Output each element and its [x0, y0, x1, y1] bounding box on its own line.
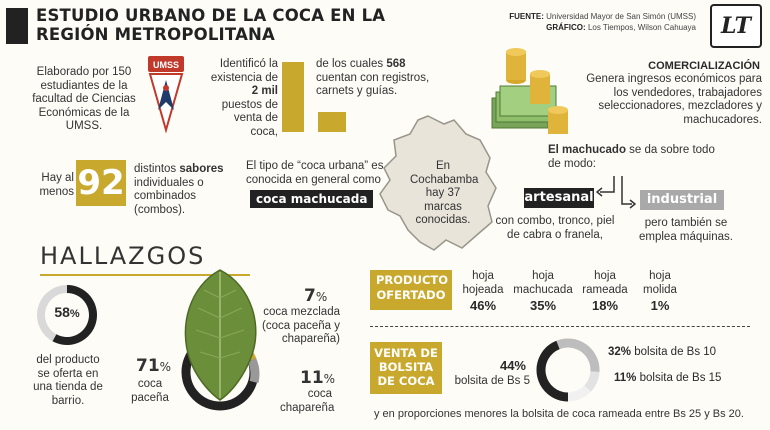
stalls-bar-chart — [282, 58, 352, 132]
coca-machucada-badge: coca machucada — [250, 190, 374, 208]
mezclada-pct-sign: % — [315, 290, 328, 304]
stalls-total-text: Identificó la existencia de 2 mil puesto… — [210, 58, 278, 139]
graphic-label: GRÁFICO: — [546, 23, 586, 32]
flavors-text: distintos sabores individuales o combina… — [134, 163, 234, 217]
pacena-pct: 71% — [136, 356, 171, 376]
artisanal-text: con combo, tronco, piel de cabra o frane… — [495, 215, 615, 241]
machucado-text: se da sobre todo de modo: — [548, 144, 715, 170]
bs10-row: 32% bolsita de Bs 10 — [608, 346, 758, 358]
source-value: Universidad Mayor de San Simón (UMSS) — [546, 12, 696, 21]
bs5-pct: 44% — [499, 358, 526, 373]
los-tiempos-logo: LT — [710, 4, 762, 48]
bs15-row: 11% bolsita de Bs 15 — [614, 372, 764, 384]
findings-divider — [40, 274, 250, 276]
commerce-text: Genera ingresos económicos para los vend… — [586, 73, 762, 126]
offered-item-label: hoja rameada — [582, 270, 628, 296]
mezclada-label: coca mezclada (coca paceña y chapareña) — [262, 306, 340, 345]
study-text: Elaborado por 150 estudiantes de la facu… — [32, 66, 136, 132]
store-donut-share — [52, 285, 97, 345]
industrial-badge: industrial — [640, 190, 724, 210]
stalls-registered-text: de los cuales 568 cuentan con registros,… — [316, 58, 436, 99]
umss-logo: UMSS — [144, 52, 188, 134]
stalls-total-bar — [282, 62, 304, 132]
store-pct-sign: % — [69, 308, 80, 320]
pacena-pct-sign: % — [159, 360, 172, 374]
chaparena-label: coca chapareña — [280, 388, 335, 414]
svg-text:UMSS: UMSS — [153, 60, 179, 70]
flavors-count-badge: 92 — [76, 160, 126, 206]
stalls-total-value: 2 mil — [251, 85, 278, 97]
mezclada-pct: 7% — [304, 286, 327, 306]
offered-list: hoja hojeada 46% hoja machucada 35% hoja… — [456, 270, 696, 320]
bag-donut-bs10 — [556, 338, 600, 372]
store-pct-value: 58% — [36, 304, 98, 320]
stalls-text-1: Identificó la existencia de — [210, 58, 278, 84]
store-pct-number: 58 — [54, 304, 70, 320]
industrial-text: pero también se emplea máquinas. — [639, 217, 733, 243]
pacena-pct-number: 71 — [136, 356, 160, 376]
offered-item-pct: 1% — [650, 298, 670, 313]
flavors-highlight: sabores — [179, 163, 224, 175]
coca-leaf-donut — [176, 268, 276, 418]
offered-item: hoja hojeada 46% — [456, 270, 510, 313]
offered-badge: PRODUCTO OFERTADO — [370, 270, 452, 310]
artisanal-badge: artesanal — [524, 188, 594, 208]
offered-item: hoja machucada 35% — [512, 270, 574, 313]
bs10-pct: 32% — [608, 346, 632, 358]
offered-item-pct: 46% — [469, 298, 497, 313]
offered-item-label: hoja machucada — [513, 270, 573, 296]
section-divider — [370, 326, 750, 327]
bag-donut-bs15 — [584, 371, 600, 392]
bag-sales-donut — [536, 338, 600, 402]
offered-item: hoja molida 1% — [636, 270, 684, 313]
bag-sales-footnote: y en proporciones menores la bolsita de … — [374, 408, 744, 420]
cochabamba-map — [370, 110, 510, 260]
bs15-label: bolsita de Bs 15 — [639, 372, 722, 384]
mezclada-pct-number: 7 — [304, 286, 316, 306]
money-illustration — [488, 40, 584, 140]
stalls-registered-bar — [318, 112, 346, 132]
machucado-heading: El machucado — [548, 144, 626, 156]
pacena-label: coca paceña — [131, 378, 169, 404]
source-credits: FUENTE: Universidad Mayor de San Simón (… — [509, 11, 696, 33]
chaparena-pct: 11% — [300, 368, 335, 388]
flavors-text-2: individuales o combinados (combos). — [134, 176, 204, 216]
findings-heading: HALLAZGOS — [40, 242, 206, 270]
offered-item: hoja rameada 18% — [578, 270, 632, 313]
page-title: ESTUDIO URBANO DE LA COCA EN LA REGIÓN M… — [36, 6, 386, 44]
stalls-text-2: puestos de venta de coca, — [221, 98, 278, 138]
bs10-label: bolsita de Bs 10 — [634, 346, 717, 358]
offered-item-label: hoja hojeada — [462, 270, 504, 296]
store-donut — [36, 284, 98, 346]
title-accent-bar — [6, 8, 28, 44]
stalls-text-4: cuentan con registros, carnets y guías. — [316, 71, 430, 98]
source-label: FUENTE: — [509, 12, 544, 21]
commerce-heading: COMERCIALIZACIÓN — [648, 60, 760, 72]
map-text: En Cochabamba hay 37 marcas conocidas. — [410, 160, 479, 226]
offered-item-pct: 35% — [529, 298, 557, 313]
store-text: del producto se oferta en una tienda de … — [33, 354, 103, 407]
bs15-pct: 11% — [614, 372, 637, 384]
machucado-arrows — [595, 174, 637, 210]
machucado-intro: El machucado se da sobre todo de modo: — [548, 144, 728, 171]
flavors-text-1: distintos — [134, 163, 177, 175]
offered-item-pct: 18% — [591, 298, 619, 313]
flavors-prefix: Hay al menos — [39, 172, 74, 198]
stalls-text-3: de los cuales — [316, 58, 384, 70]
graphic-value: Los Tiempos, Wilson Cahuaya — [587, 23, 696, 32]
bs5-label: bolsita de Bs 5 — [454, 375, 530, 387]
chaparena-pct-number: 11 — [300, 368, 324, 388]
chaparena-pct-sign: % — [323, 372, 336, 386]
bag-sales-badge: VENTA DE BOLSITA DE COCA — [370, 342, 442, 394]
stalls-registered-value: 568 — [386, 58, 406, 70]
urban-coca-text: El tipo de “coca urbana” es conocida en … — [246, 160, 384, 186]
offered-item-label: hoja molida — [643, 270, 677, 296]
bag-donut-bs5 — [536, 340, 569, 402]
